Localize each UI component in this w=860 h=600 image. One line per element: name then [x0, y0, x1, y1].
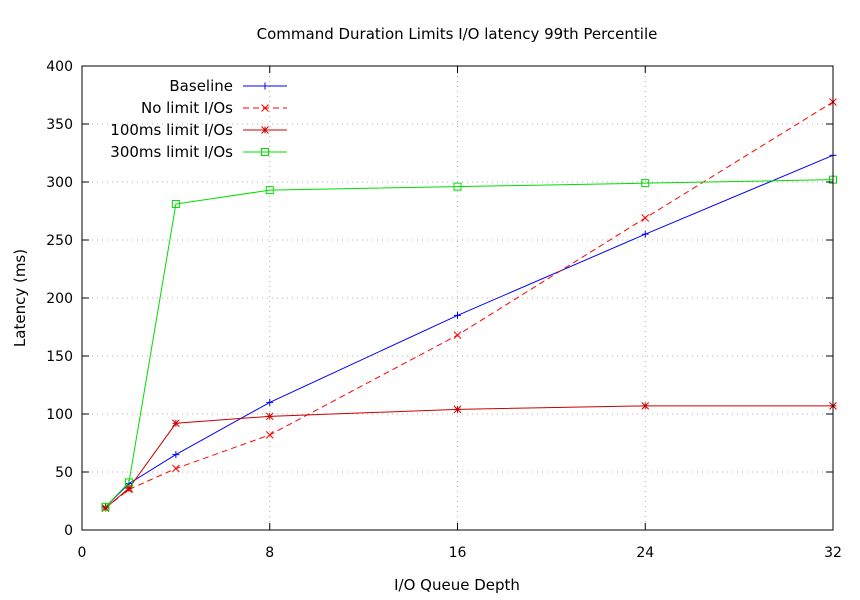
data-point-no-limit-i-os	[265, 431, 274, 439]
y-tick-label: 250	[46, 233, 73, 249]
legend-label: No limit I/Os	[141, 99, 233, 117]
data-point-100ms-limit-i-os	[172, 419, 180, 428]
grid-lines	[82, 66, 833, 530]
marker-square	[641, 179, 650, 188]
x-tick-label: 8	[265, 545, 274, 561]
marker-cross-b	[453, 331, 462, 339]
data-point-300ms-limit-i-os	[641, 179, 650, 188]
data-point-100ms-limit-i-os	[641, 402, 650, 410]
legend-label: 100ms limit I/Os	[110, 121, 233, 139]
marker-star-b	[265, 412, 274, 421]
marker-star-b	[453, 405, 462, 414]
marker-cross-b	[641, 214, 650, 222]
axes: 0 50 100 150 200 250 300 350 400 0 8 16 24 32	[46, 59, 842, 561]
marker-square	[101, 502, 110, 511]
data-point-300ms-limit-i-os	[265, 186, 274, 195]
legend-item-300ms-limit-i-os: 300ms limit I/Os	[110, 143, 287, 161]
y-tick-label: 0	[64, 523, 73, 539]
marker-cross-b	[265, 431, 274, 439]
series-line-300ms-limit-i-os	[105, 179, 834, 508]
data-point-baseline	[641, 230, 649, 238]
data-point-100ms-limit-i-os	[265, 412, 274, 421]
y-tick-label: 50	[55, 465, 73, 481]
marker-star-b	[641, 402, 650, 410]
x-tick-label: 0	[78, 545, 87, 561]
marker-square	[261, 148, 269, 156]
y-tick-label: 300	[46, 175, 73, 191]
legend-item-baseline: Baseline	[169, 77, 287, 95]
y-axis-title: Latency (ms)	[11, 249, 29, 347]
data-point-300ms-limit-i-os	[453, 182, 462, 191]
x-tick-label: 24	[636, 545, 654, 561]
data-point-300ms-limit-i-os	[124, 478, 133, 487]
x-tick-label: 32	[824, 545, 842, 561]
y-tick-label: 150	[46, 349, 73, 365]
marker-square	[124, 478, 133, 487]
y-tick-label: 100	[46, 407, 73, 423]
data-point-no-limit-i-os	[641, 214, 650, 222]
marker-star-b	[172, 419, 180, 428]
x-axis-title: I/O Queue Depth	[394, 576, 520, 594]
series-line-100ms-limit-i-os	[105, 405, 833, 509]
series-100ms-limit-i-os	[101, 402, 837, 512]
legend-label: 300ms limit I/Os	[110, 143, 233, 161]
data-point-baseline	[172, 451, 180, 459]
legend-label: Baseline	[169, 77, 233, 95]
data-point-no-limit-i-os	[172, 464, 180, 473]
legend-item-no-limit-i-os: No limit I/Os	[141, 99, 287, 117]
data-point-baseline	[266, 398, 274, 406]
data-point-baseline	[454, 311, 461, 319]
data-point-no-limit-i-os	[453, 331, 462, 339]
legend: Baseline No limit I/Os 100ms limit I/Os 300…	[110, 77, 287, 161]
legend-item-100ms-limit-i-os: 100ms limit I/Os	[110, 121, 287, 139]
y-tick-label: 400	[46, 59, 73, 75]
series-baseline	[101, 151, 837, 511]
data-point-300ms-limit-i-os	[101, 502, 110, 511]
chart-title: Command Duration Limits I/O latency 99th…	[257, 25, 658, 43]
marker-cross-b	[172, 464, 180, 473]
series-300ms-limit-i-os	[101, 175, 837, 511]
marker-star-b	[261, 126, 269, 134]
y-tick-label: 200	[46, 291, 73, 307]
series-line-no-limit-i-os	[105, 101, 834, 509]
marker-square	[453, 182, 462, 191]
marker-square	[265, 186, 274, 195]
series-layer	[101, 98, 837, 512]
series-line-baseline	[105, 154, 834, 508]
y-tick-label: 350	[46, 117, 73, 133]
x-tick-label: 16	[449, 545, 467, 561]
marker-square	[171, 200, 180, 209]
data-point-300ms-limit-i-os	[171, 200, 180, 209]
marker-cross-b	[261, 104, 269, 112]
data-point-100ms-limit-i-os	[453, 405, 462, 414]
